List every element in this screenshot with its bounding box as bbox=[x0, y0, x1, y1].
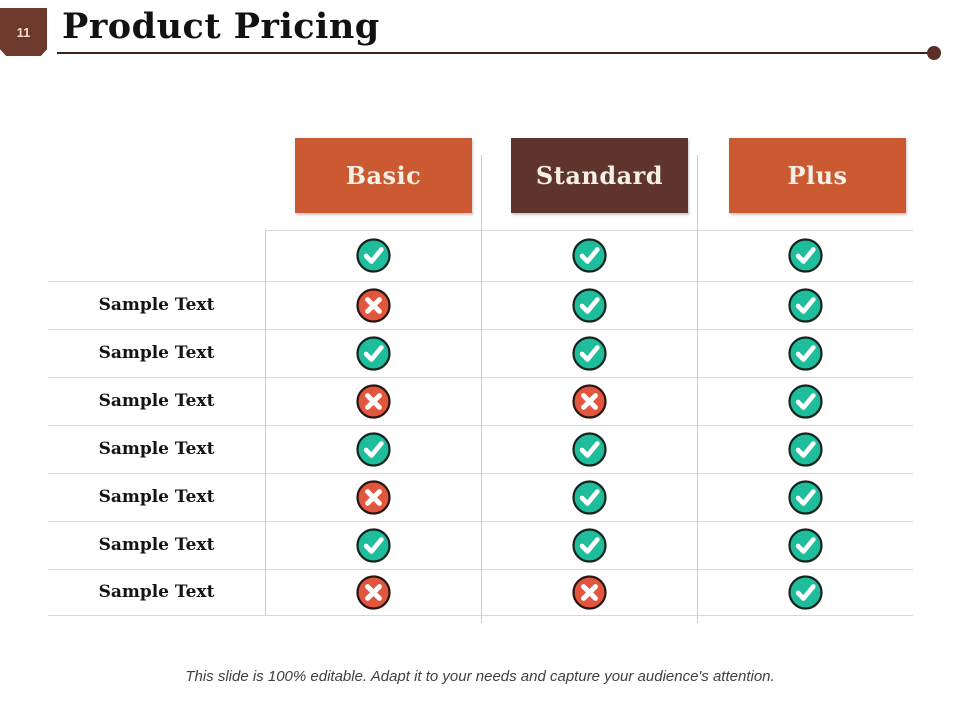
grid-line-horizontal bbox=[48, 377, 913, 378]
table-row: Sample Text bbox=[48, 377, 913, 425]
grid-line-horizontal bbox=[48, 425, 913, 426]
table-row: Sample Text bbox=[48, 329, 913, 377]
grid-line-vertical bbox=[265, 230, 266, 615]
check-icon bbox=[355, 335, 391, 371]
cross-icon bbox=[571, 383, 607, 419]
cell-plus bbox=[697, 425, 913, 473]
cell-plus bbox=[697, 377, 913, 425]
plan-header-plus: Plus bbox=[729, 138, 906, 213]
check-icon bbox=[787, 383, 823, 419]
cell-basic bbox=[265, 521, 481, 569]
row-label: Sample Text bbox=[98, 343, 215, 363]
cell-plus bbox=[697, 473, 913, 521]
cell-standard bbox=[481, 230, 697, 281]
cell-basic bbox=[265, 230, 481, 281]
cross-icon bbox=[355, 287, 391, 323]
check-icon bbox=[571, 431, 607, 467]
cell-standard bbox=[481, 329, 697, 377]
cell-basic bbox=[265, 473, 481, 521]
cross-icon bbox=[571, 574, 607, 610]
check-icon bbox=[787, 431, 823, 467]
grid-line-horizontal bbox=[48, 615, 913, 616]
plan-label: Standard bbox=[535, 161, 664, 190]
check-icon bbox=[787, 238, 823, 273]
row-label: Sample Text bbox=[98, 295, 215, 315]
grid-line-horizontal bbox=[48, 329, 913, 330]
check-icon bbox=[787, 335, 823, 371]
cross-icon bbox=[355, 574, 391, 610]
cell-plus bbox=[697, 281, 913, 329]
title-underline-dot bbox=[927, 46, 941, 60]
check-icon bbox=[787, 527, 823, 563]
grid-line-horizontal bbox=[48, 281, 913, 282]
grid-line-horizontal bbox=[48, 521, 913, 522]
check-icon bbox=[787, 574, 823, 610]
cell-plus bbox=[697, 329, 913, 377]
row-label: Sample Text bbox=[98, 439, 215, 459]
slide-number: 11 bbox=[16, 24, 31, 40]
check-icon bbox=[787, 287, 823, 323]
grid-line-vertical bbox=[697, 155, 698, 623]
cell-basic bbox=[265, 425, 481, 473]
table-row bbox=[48, 230, 913, 281]
row-label: Sample Text bbox=[98, 487, 215, 507]
table-row: Sample Text bbox=[48, 281, 913, 329]
cell-basic bbox=[265, 377, 481, 425]
cell-basic bbox=[265, 569, 481, 615]
footer-note: This slide is 100% editable. Adapt it to… bbox=[185, 668, 775, 685]
cell-plus bbox=[697, 230, 913, 281]
grid-line-horizontal bbox=[265, 230, 913, 231]
plan-label: Basic bbox=[345, 161, 422, 190]
row-label: Sample Text bbox=[98, 535, 215, 555]
title-underline bbox=[57, 52, 928, 54]
check-icon bbox=[571, 335, 607, 371]
check-icon bbox=[787, 479, 823, 515]
row-label bbox=[48, 230, 265, 281]
cell-plus bbox=[697, 521, 913, 569]
cell-standard bbox=[481, 569, 697, 615]
check-icon bbox=[355, 527, 391, 563]
table-row: Sample Text bbox=[48, 569, 913, 615]
plan-label: Plus bbox=[787, 161, 848, 190]
plan-header-basic: Basic bbox=[295, 138, 472, 213]
cell-plus bbox=[697, 569, 913, 615]
row-label: Sample Text bbox=[98, 391, 215, 411]
table-row: Sample Text bbox=[48, 521, 913, 569]
cell-basic bbox=[265, 281, 481, 329]
cell-standard bbox=[481, 425, 697, 473]
cell-standard bbox=[481, 521, 697, 569]
check-icon bbox=[355, 238, 391, 273]
grid-line-vertical bbox=[481, 155, 482, 623]
cell-basic bbox=[265, 329, 481, 377]
grid-line-horizontal bbox=[48, 569, 913, 570]
table-row: Sample Text bbox=[48, 425, 913, 473]
cell-standard bbox=[481, 377, 697, 425]
row-label: Sample Text bbox=[98, 582, 215, 602]
check-icon bbox=[571, 479, 607, 515]
check-icon bbox=[355, 431, 391, 467]
check-icon bbox=[571, 287, 607, 323]
cell-standard bbox=[481, 281, 697, 329]
grid-line-horizontal bbox=[48, 473, 913, 474]
check-icon bbox=[571, 238, 607, 273]
check-icon bbox=[571, 527, 607, 563]
cross-icon bbox=[355, 383, 391, 419]
slide-number-badge: 11 bbox=[0, 8, 47, 56]
plan-header-standard: Standard bbox=[511, 138, 688, 213]
cross-icon bbox=[355, 479, 391, 515]
table-row: Sample Text bbox=[48, 473, 913, 521]
cell-standard bbox=[481, 473, 697, 521]
page-title: Product Pricing bbox=[62, 6, 380, 47]
